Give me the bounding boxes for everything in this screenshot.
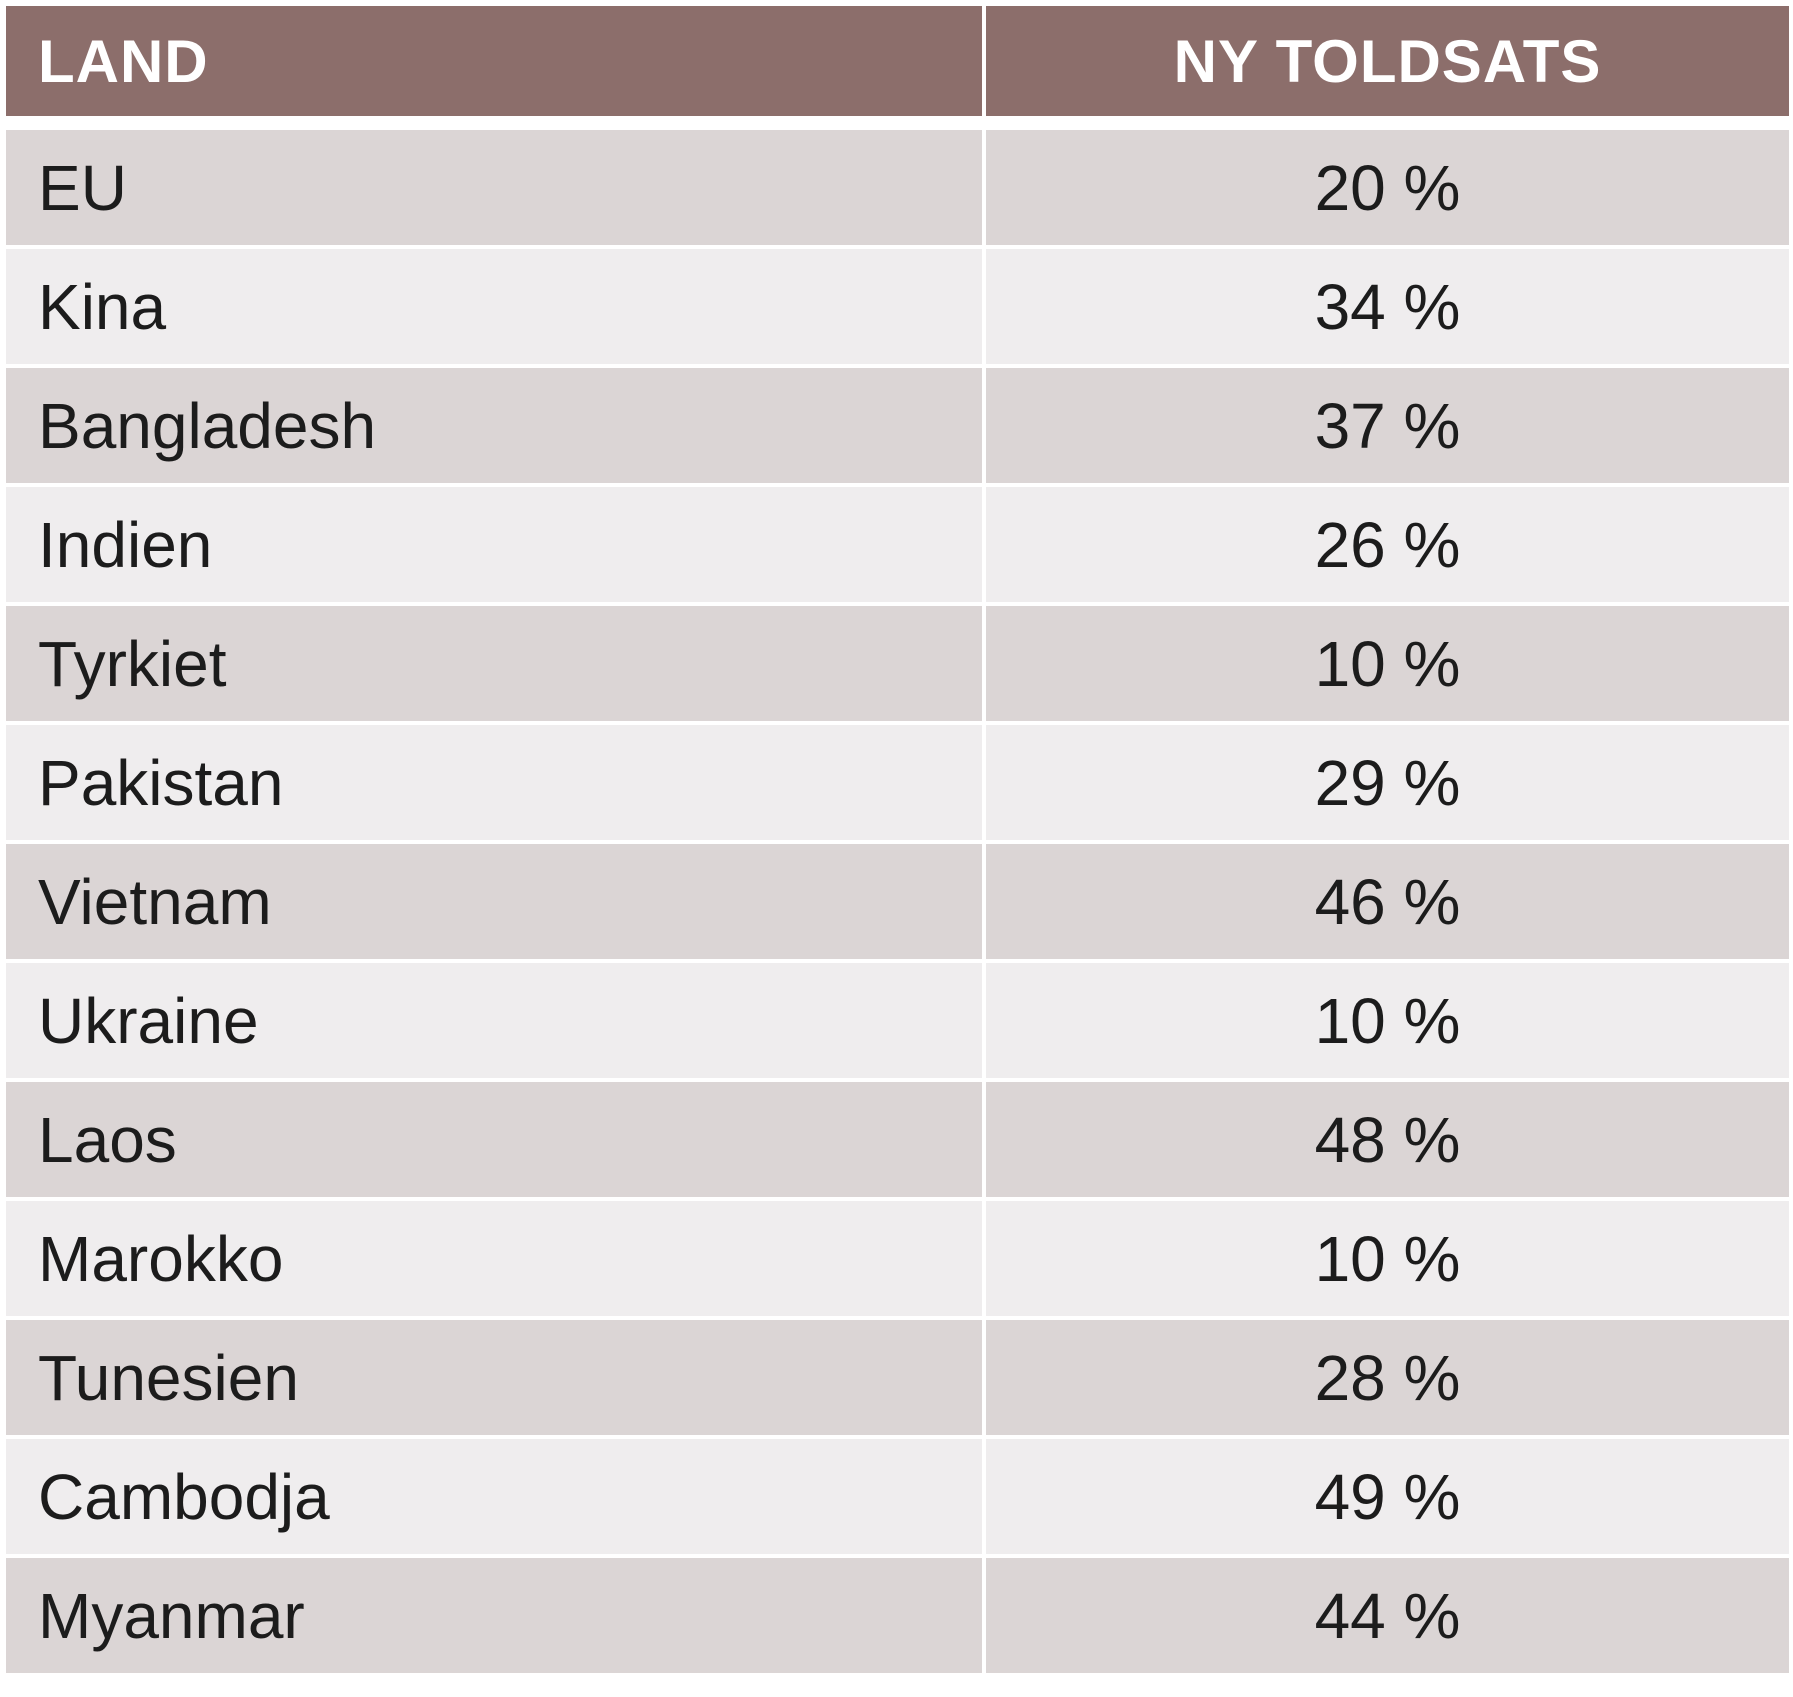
table-row: Cambodja 49 %: [6, 1439, 1789, 1554]
cell-rate: 49 %: [986, 1439, 1789, 1554]
cell-rate: 37 %: [986, 368, 1789, 483]
table-row: Pakistan 29 %: [6, 725, 1789, 840]
cell-land: Myanmar: [6, 1558, 982, 1673]
cell-land: Vietnam: [6, 844, 982, 959]
cell-rate: 44 %: [986, 1558, 1789, 1673]
cell-rate: 48 %: [986, 1082, 1789, 1197]
cell-rate: 28 %: [986, 1320, 1789, 1435]
table-row: Tunesien 28 %: [6, 1320, 1789, 1435]
cell-land: Tyrkiet: [6, 606, 982, 721]
table-header: LAND NY TOLDSATS: [6, 6, 1789, 116]
table-row: Marokko 10 %: [6, 1201, 1789, 1316]
cell-rate: 26 %: [986, 487, 1789, 602]
cell-land: Kina: [6, 249, 982, 364]
cell-land: EU: [6, 130, 982, 245]
cell-land: Tunesien: [6, 1320, 982, 1435]
cell-land: Cambodja: [6, 1439, 982, 1554]
cell-rate: 46 %: [986, 844, 1789, 959]
cell-land: Marokko: [6, 1201, 982, 1316]
cell-land: Ukraine: [6, 963, 982, 1078]
header-rate: NY TOLDSATS: [986, 6, 1789, 116]
table-row: Myanmar 44 %: [6, 1558, 1789, 1673]
tariff-table: LAND NY TOLDSATS EU 20 % Kina 34 % Banglades…: [6, 6, 1789, 1677]
table-row: Tyrkiet 10 %: [6, 606, 1789, 721]
table-row: Kina 34 %: [6, 249, 1789, 364]
table-body: EU 20 % Kina 34 % Bangladesh 37 % Indien 26 % Ty…: [6, 130, 1789, 1673]
cell-land: Laos: [6, 1082, 982, 1197]
cell-rate: 10 %: [986, 1201, 1789, 1316]
table-row: EU 20 %: [6, 130, 1789, 245]
cell-land: Indien: [6, 487, 982, 602]
table-row: Ukraine 10 %: [6, 963, 1789, 1078]
table-row: Indien 26 %: [6, 487, 1789, 602]
cell-land: Pakistan: [6, 725, 982, 840]
cell-rate: 10 %: [986, 606, 1789, 721]
header-land: LAND: [6, 6, 982, 116]
cell-rate: 29 %: [986, 725, 1789, 840]
cell-land: Bangladesh: [6, 368, 982, 483]
table-row: Vietnam 46 %: [6, 844, 1789, 959]
cell-rate: 34 %: [986, 249, 1789, 364]
table-row: Bangladesh 37 %: [6, 368, 1789, 483]
table-row: Laos 48 %: [6, 1082, 1789, 1197]
cell-rate: 10 %: [986, 963, 1789, 1078]
cell-rate: 20 %: [986, 130, 1789, 245]
